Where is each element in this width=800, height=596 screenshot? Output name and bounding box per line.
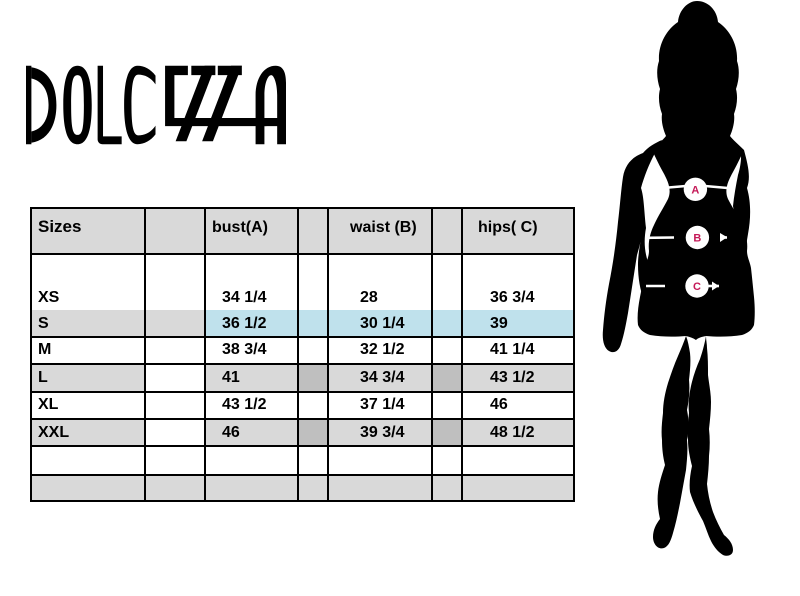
svg-text:A: A (691, 185, 699, 197)
svg-text:B: B (693, 233, 701, 245)
svg-text:C: C (693, 281, 701, 293)
